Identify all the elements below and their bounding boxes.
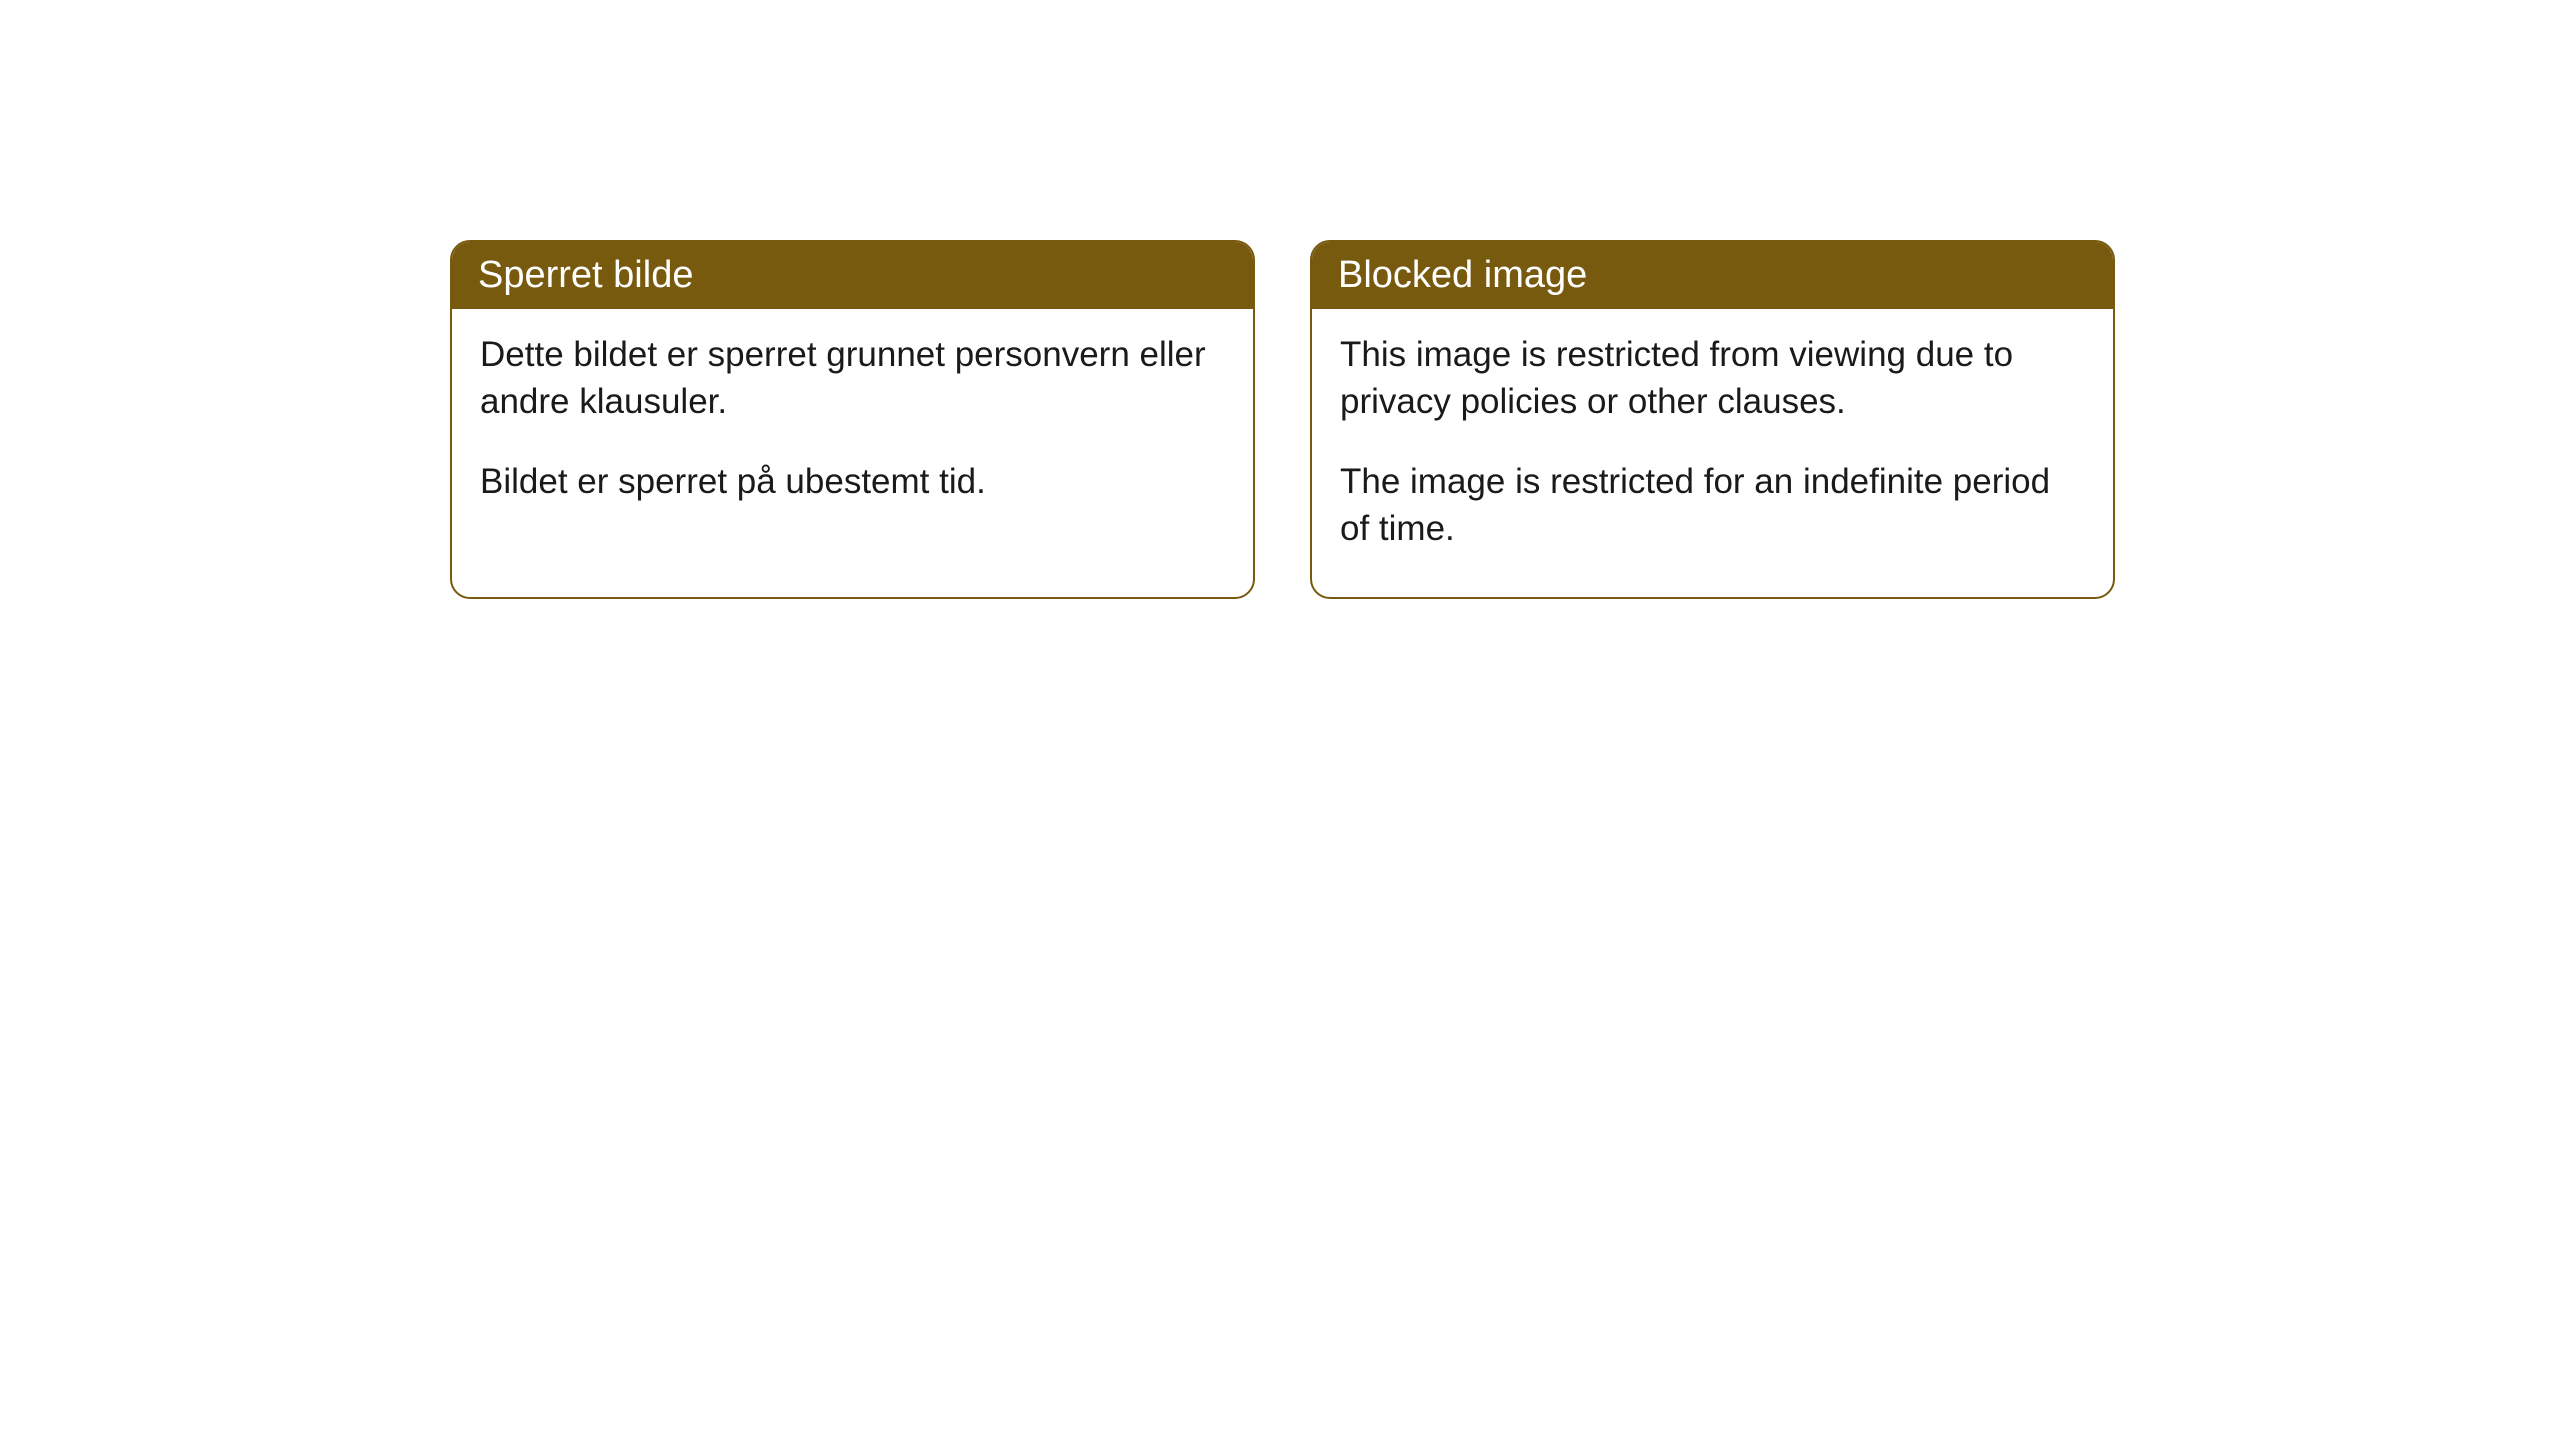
card-body: Dette bildet er sperret grunnet personve… — [452, 309, 1253, 550]
card-paragraph: This image is restricted from viewing du… — [1340, 331, 2085, 426]
card-paragraph: The image is restricted for an indefinit… — [1340, 458, 2085, 553]
cards-container: Sperret bilde Dette bildet er sperret gr… — [450, 240, 2560, 599]
card-header: Blocked image — [1312, 242, 2113, 309]
blocked-image-card-no: Sperret bilde Dette bildet er sperret gr… — [450, 240, 1255, 599]
card-header: Sperret bilde — [452, 242, 1253, 309]
blocked-image-card-en: Blocked image This image is restricted f… — [1310, 240, 2115, 599]
card-paragraph: Bildet er sperret på ubestemt tid. — [480, 458, 1225, 505]
card-paragraph: Dette bildet er sperret grunnet personve… — [480, 331, 1225, 426]
card-body: This image is restricted from viewing du… — [1312, 309, 2113, 597]
